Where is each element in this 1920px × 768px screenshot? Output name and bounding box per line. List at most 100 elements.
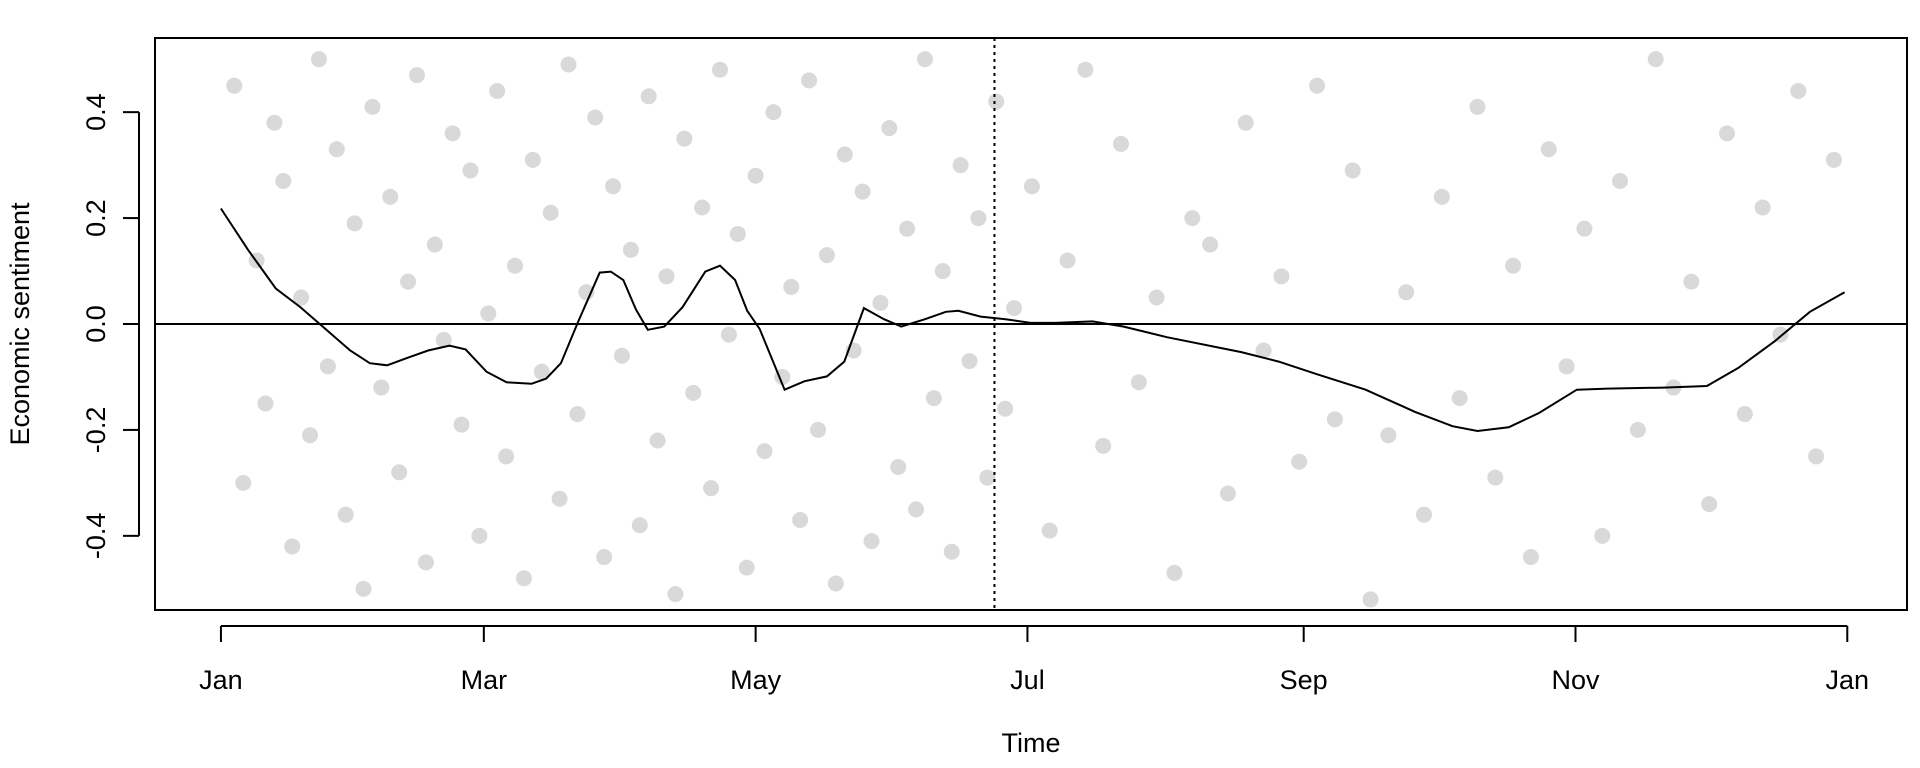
scatter-point	[444, 125, 461, 142]
scatter-point	[453, 416, 470, 433]
x-tick-label: Nov	[1551, 665, 1600, 695]
x-tick-label: Mar	[461, 665, 508, 695]
scatter-point	[364, 98, 381, 115]
scatter-point	[489, 82, 506, 99]
scatter-point	[685, 384, 702, 401]
scatter-point	[337, 506, 354, 523]
scatter-point	[1701, 496, 1718, 513]
scatter-point	[1576, 220, 1593, 237]
scatter-point	[792, 511, 809, 528]
scatter-point	[293, 289, 310, 306]
x-tick-label: May	[730, 665, 782, 695]
scatter-point	[569, 406, 586, 423]
scatter-point	[1184, 210, 1201, 227]
scatter-point	[952, 157, 969, 174]
scatter-point	[1255, 342, 1272, 359]
scatter-point	[1059, 252, 1076, 269]
scatter-point	[640, 88, 657, 105]
scatter-point	[899, 220, 916, 237]
scatter-point	[622, 241, 639, 258]
scatter-point	[1433, 188, 1450, 205]
scatter-point	[934, 263, 951, 280]
scatter-point	[1148, 289, 1165, 306]
scatter-point	[1398, 284, 1415, 301]
scatter-point	[462, 162, 479, 179]
scatter-point	[1309, 77, 1326, 94]
scatter-point	[925, 390, 942, 407]
y-tick-label: -0.2	[81, 407, 111, 454]
smooth-line	[220, 207, 1846, 433]
scatter-point	[649, 432, 666, 449]
scatter-point	[801, 72, 818, 89]
y-tick-label: 0.4	[81, 93, 111, 131]
scatter-point	[551, 490, 568, 507]
scatter-point	[1594, 527, 1611, 544]
scatter-point	[1558, 358, 1575, 375]
scatter-point	[275, 173, 292, 189]
scatter-point	[1754, 199, 1771, 216]
scatter-point	[703, 480, 720, 497]
scatter-point	[408, 67, 425, 84]
scatter-point	[1469, 98, 1486, 115]
scatter-point	[400, 273, 417, 290]
scatter-point	[319, 358, 336, 375]
scatter-point	[498, 448, 515, 465]
scatter-point	[257, 395, 274, 412]
scatter-point	[1219, 485, 1236, 502]
scatter-point	[542, 204, 559, 221]
scatter-point	[872, 294, 889, 311]
scatter-point	[810, 421, 827, 438]
scatter-point	[756, 443, 773, 460]
scatter-point	[631, 517, 648, 534]
scatter-point	[738, 559, 755, 576]
scatter-point	[1647, 51, 1664, 68]
scatter-point	[613, 347, 630, 364]
scatter-point	[1362, 591, 1379, 608]
plot-frame	[154, 37, 1908, 611]
scatter-point	[1612, 173, 1629, 189]
scatter-point	[916, 51, 933, 68]
scatter-point	[711, 61, 728, 78]
y-tick-label: 0.0	[81, 305, 111, 343]
y-tick-label: 0.2	[81, 199, 111, 237]
scatter-point	[1736, 406, 1753, 423]
scatter-point	[328, 141, 345, 158]
scatter-point	[480, 305, 497, 322]
scatter-point	[908, 501, 925, 518]
scatter-point	[1006, 300, 1023, 317]
y-tick-label: -0.4	[81, 513, 111, 560]
scatter-point	[507, 257, 524, 274]
scatter-point	[587, 109, 604, 126]
scatter-point	[658, 268, 675, 285]
scatter-point	[524, 151, 541, 168]
scatter-point	[1808, 448, 1825, 465]
scatter-point	[997, 400, 1014, 417]
scatter-point	[1077, 61, 1094, 78]
scatter-point	[417, 554, 434, 571]
scatter-point	[1041, 522, 1058, 539]
scatter-point	[1487, 469, 1504, 486]
scatter-point	[1023, 178, 1040, 195]
scatter-point	[235, 474, 252, 491]
scatter-point	[765, 104, 782, 121]
scatter-point	[426, 236, 443, 253]
scatter-point	[729, 225, 746, 242]
scatter-point	[667, 586, 684, 603]
scatter-point	[1629, 421, 1646, 438]
scatter-point	[854, 183, 871, 200]
scatter-point	[373, 379, 390, 396]
scatter-point	[1130, 374, 1147, 391]
scatter-point	[836, 146, 853, 163]
scatter-point	[1380, 427, 1397, 444]
scatter-point	[1113, 135, 1130, 152]
scatter-point	[596, 549, 613, 566]
x-axis-title: Time	[1002, 728, 1061, 758]
scatter-point	[226, 77, 243, 94]
scatter-point	[676, 130, 693, 147]
scatter-point	[435, 331, 452, 348]
scatter-point	[970, 210, 987, 227]
scatter-point	[346, 215, 363, 232]
scatter-point	[1505, 257, 1522, 274]
